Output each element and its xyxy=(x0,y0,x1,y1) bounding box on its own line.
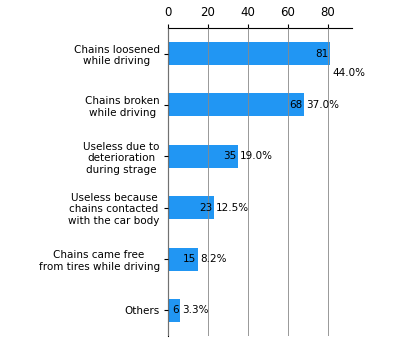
Text: 19.0%: 19.0% xyxy=(240,151,273,161)
Text: 68: 68 xyxy=(289,100,302,110)
Text: 23: 23 xyxy=(199,203,212,213)
Bar xyxy=(168,42,330,65)
Bar xyxy=(168,196,214,219)
Bar xyxy=(168,145,238,168)
Text: 81: 81 xyxy=(315,49,328,58)
Bar xyxy=(168,299,180,322)
Text: 37.0%: 37.0% xyxy=(306,100,339,110)
Text: 44.0%: 44.0% xyxy=(332,68,365,78)
Bar xyxy=(168,93,304,117)
Text: 3.3%: 3.3% xyxy=(182,306,208,315)
Bar xyxy=(168,247,198,271)
Text: 12.5%: 12.5% xyxy=(216,203,249,213)
Text: 15: 15 xyxy=(183,254,196,264)
Text: 6: 6 xyxy=(172,306,178,315)
Text: 8.2%: 8.2% xyxy=(200,254,226,264)
Text: 35: 35 xyxy=(223,151,236,161)
